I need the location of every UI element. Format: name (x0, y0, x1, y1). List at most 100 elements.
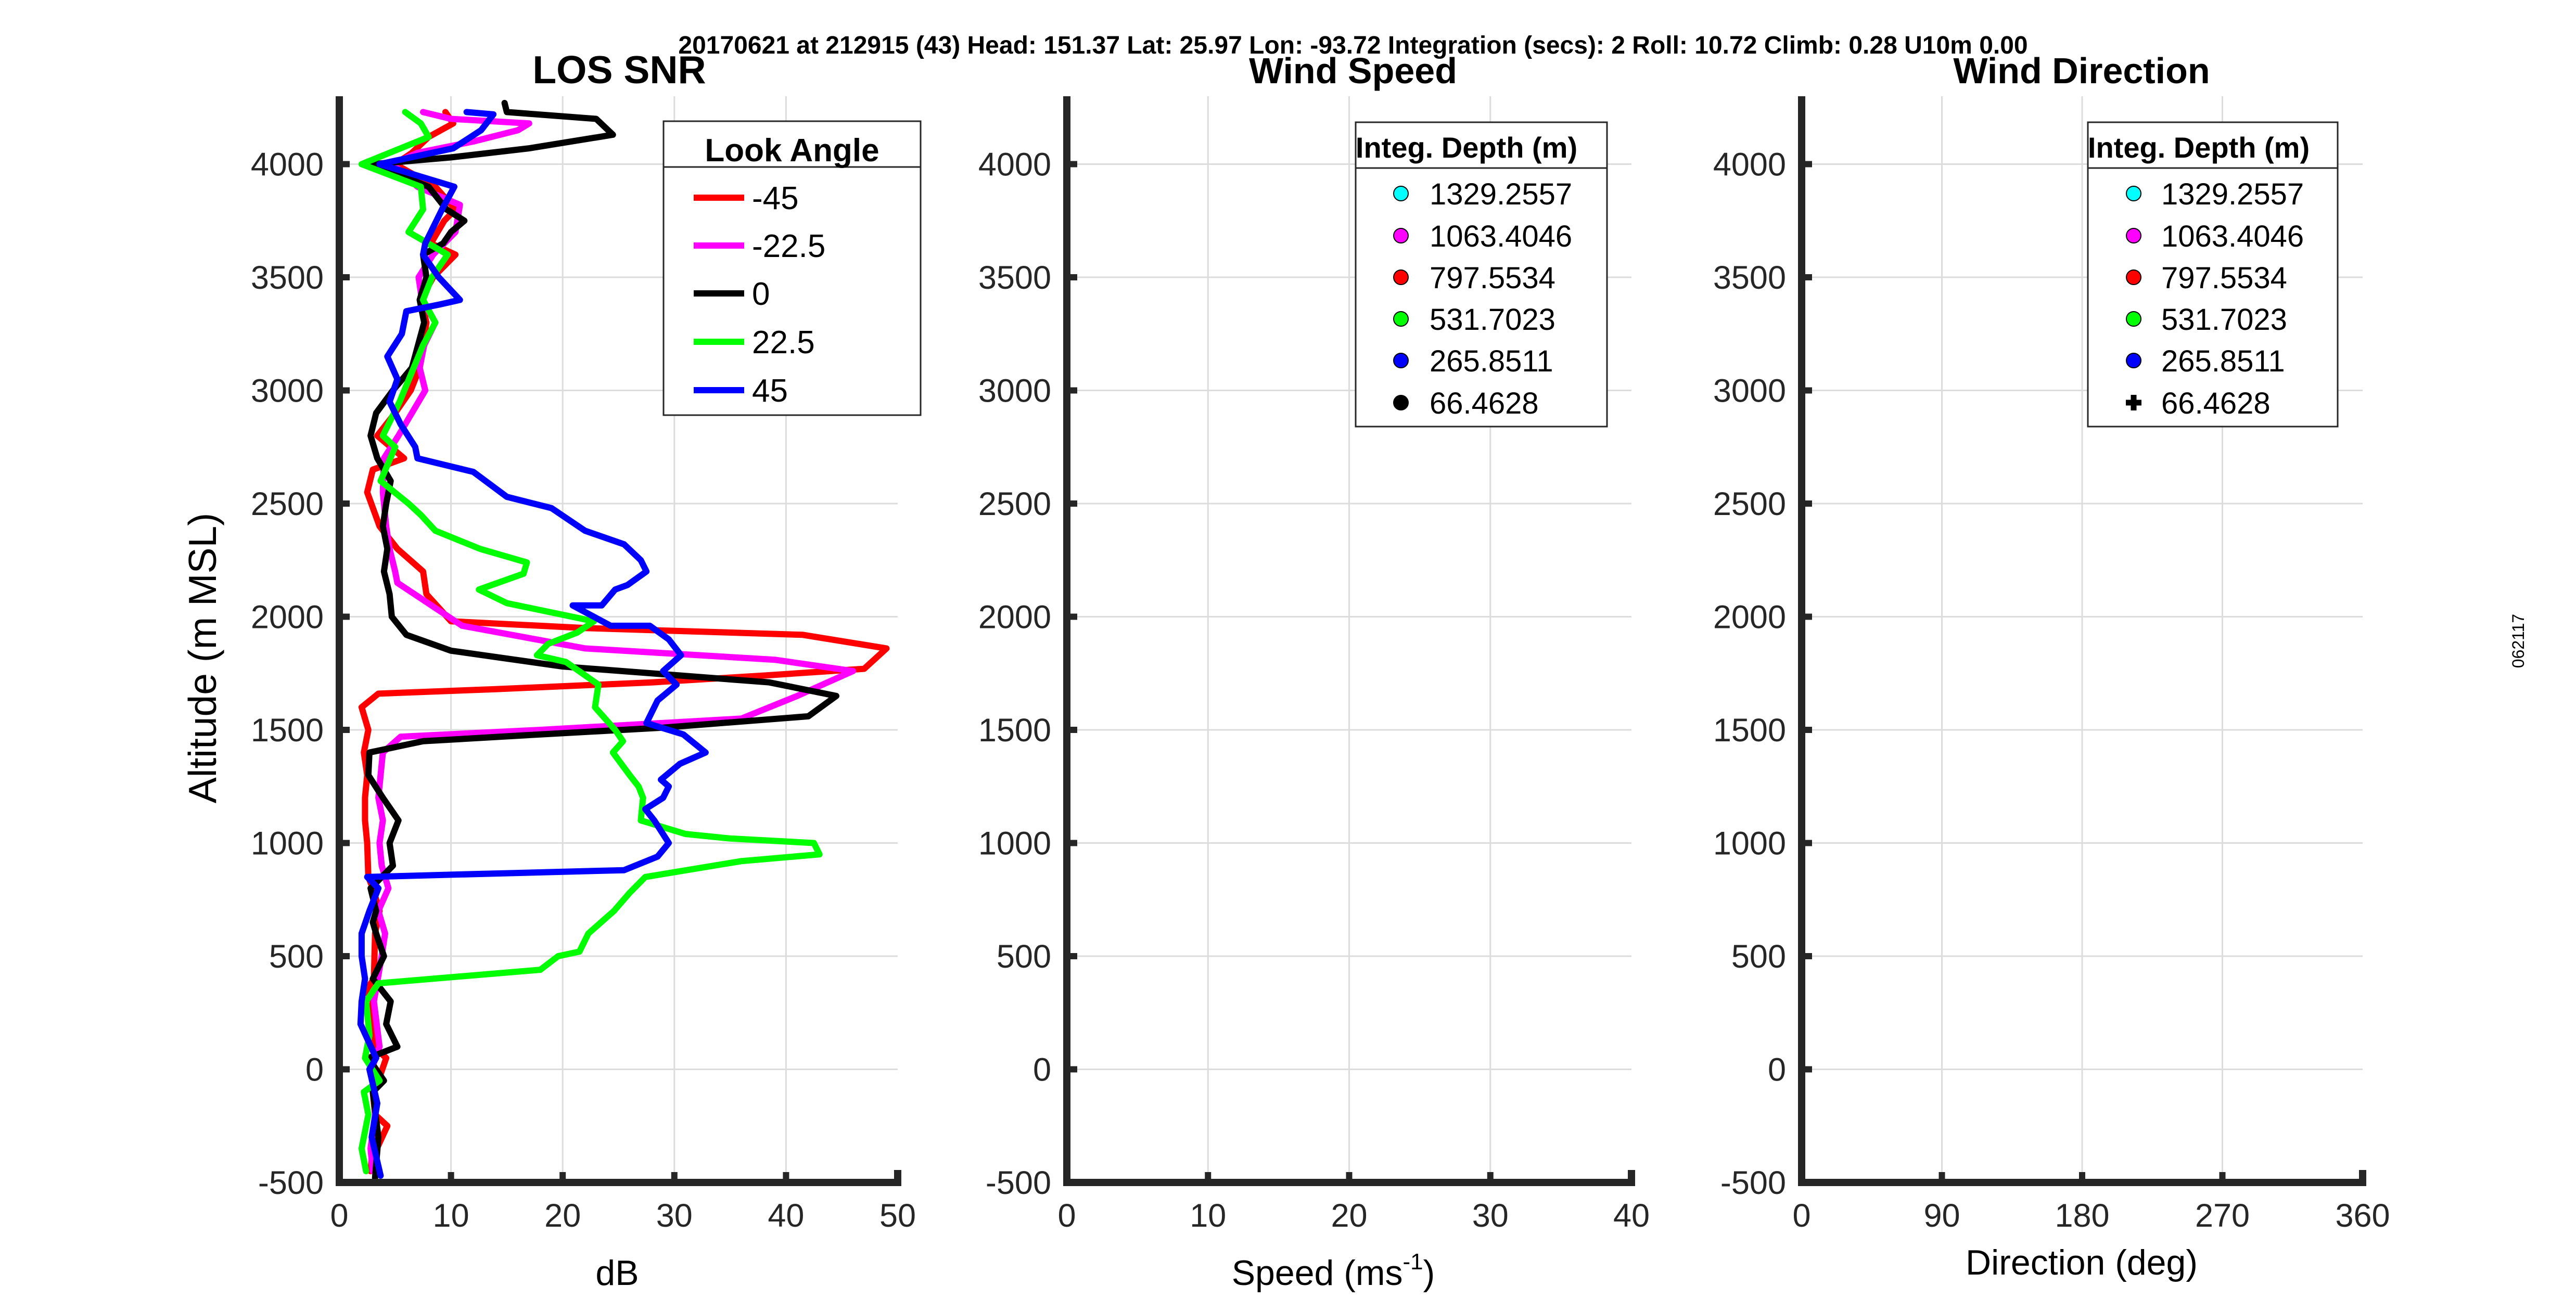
los-snr-series-line (357, 109, 709, 1179)
los-snr-ytick-label: 4000 (251, 147, 324, 183)
wind-direction-legend-marker (2126, 186, 2141, 201)
wind-speed-xtick-label: 40 (1613, 1198, 1650, 1234)
wind-speed-legend-label: 797.5534 (1430, 261, 1555, 295)
side-label: 062117 (2509, 614, 2528, 668)
wind-direction-legend-marker (2126, 311, 2141, 327)
los-snr-legend-label: 22.5 (752, 325, 815, 361)
wind-direction-ytick-label: 1500 (1713, 712, 1786, 749)
los-snr-legend-label: -22.5 (752, 228, 825, 264)
wind-direction-legend: 1329.2557 1063.4046 797.5534 531.7023 265.85… (2087, 121, 2339, 428)
wind-direction-legend-title: Integ. Depth (m) (2088, 131, 2310, 164)
los-snr-legend-label: 45 (752, 373, 788, 409)
wind-speed-legend: 1329.2557 1063.4046 797.5534 531.7023 265.85… (1355, 121, 1608, 428)
wind-speed-ytick-label: 3000 (978, 373, 1051, 409)
wind-speed-xlabel-tail: ) (1423, 1253, 1435, 1293)
los-snr-panel: LOS SNR dB Altitude (m MSL) -50005001000… (181, 48, 922, 1293)
wind-direction-xtick-label: 90 (1923, 1198, 1960, 1234)
los-snr-legend-label: -45 (752, 181, 799, 216)
los-snr-ytick-label: 1500 (251, 712, 324, 749)
los-snr-ytick-label: 500 (269, 938, 324, 975)
wind-speed-ytick-label: 2000 (978, 599, 1051, 636)
wind-direction-xtick-label: 180 (2055, 1198, 2109, 1234)
wind-speed-ytick-label: -500 (986, 1165, 1051, 1201)
wind-speed-legend-label: 1063.4046 (1430, 220, 1572, 253)
los-snr-series-line (365, 100, 839, 1181)
wind-direction-ytick-label: 2000 (1713, 599, 1786, 636)
wind-speed-legend-label: 66.4628 (1430, 387, 1539, 420)
wind-direction-ytick-label: 2500 (1713, 486, 1786, 522)
wind-direction-legend-marker (2126, 353, 2141, 368)
los-snr-xtick-label: 0 (330, 1198, 348, 1234)
wind-speed-ytick-label: 3500 (978, 260, 1051, 296)
wind-direction-legend-marker (2126, 269, 2141, 285)
los-snr-legend-label: 0 (752, 276, 770, 312)
wind-direction-legend-label: 797.5534 (2161, 261, 2287, 295)
wind-direction-panel: Wind Direction Direction (deg) -50005001… (1713, 50, 2390, 1282)
wind-speed-panel: Wind Speed Speed (ms-1) -500050010001500… (978, 50, 1650, 1293)
wind-speed-xtick-label: 30 (1472, 1198, 1509, 1234)
wind-direction-ytick-label: 500 (1731, 938, 1786, 975)
wind-speed-xtick-label: 20 (1331, 1198, 1367, 1234)
wind-speed-legend-marker (1393, 186, 1409, 201)
wind-direction-ytick-label: 0 (1768, 1052, 1786, 1088)
wind-direction-legend-label: 265.8511 (2161, 344, 2285, 378)
los-snr-series-group (357, 100, 890, 1181)
wind-direction-ytick-label: -500 (1720, 1165, 1786, 1201)
wind-direction-legend-label: 66.4628 (2161, 387, 2271, 420)
wind-direction-ytick-label: 3500 (1713, 260, 1786, 296)
los-snr-ylabel: Altitude (m MSL) (181, 513, 224, 803)
los-snr-ytick-label: 0 (305, 1052, 324, 1088)
los-snr-legend-box (662, 120, 922, 416)
los-snr-xtick-label: 40 (768, 1198, 804, 1234)
wind-speed-xlabel-sup: -1 (1403, 1249, 1423, 1275)
wind-speed-ytick-label: 2500 (978, 486, 1051, 522)
figure-header: 20170621 at 212915 (43) Head: 151.37 Lat… (678, 32, 2027, 59)
los-snr-title: LOS SNR (532, 48, 706, 92)
los-snr-ytick-label: 3500 (251, 260, 324, 296)
wind-speed-legend-marker (1393, 228, 1409, 243)
wind-speed-legend-marker (1393, 395, 1409, 410)
los-snr-xlabel: dB (595, 1253, 639, 1293)
wind-speed-ytick-label: 0 (1033, 1052, 1051, 1088)
los-snr-xtick-label: 20 (544, 1198, 581, 1234)
los-snr-xtick-label: 30 (656, 1198, 693, 1234)
wind-speed-legend-label: 531.7023 (1430, 303, 1555, 337)
los-snr-ytick-label: -500 (258, 1165, 324, 1201)
wind-direction-legend-label: 1063.4046 (2161, 220, 2304, 253)
wind-direction-xtick-label: 0 (1792, 1198, 1810, 1234)
los-snr-ytick-label: 2500 (251, 486, 324, 522)
wind-direction-ytick-label: 4000 (1713, 147, 1786, 183)
wind-direction-xtick-label: 360 (2335, 1198, 2390, 1234)
wind-direction-ytick-label: 1000 (1713, 826, 1786, 862)
wind-speed-legend-marker (1393, 269, 1409, 285)
wind-speed-legend-marker (1393, 311, 1409, 327)
wind-speed-ytick-label: 1500 (978, 712, 1051, 749)
wind-speed-ytick-label: 4000 (978, 147, 1051, 183)
los-snr-series-line (358, 109, 823, 1175)
wind-direction-xlabel: Direction (deg) (1966, 1243, 2198, 1282)
wind-speed-ytick-label: 500 (997, 938, 1051, 975)
wind-direction-legend-marker (2126, 228, 2141, 243)
los-snr-legend: -45 -22.5 0 22.5 45 (662, 120, 922, 416)
wind-speed-xlabel-main: Speed (ms (1232, 1253, 1403, 1293)
wind-direction-legend-label: 531.7023 (2161, 303, 2287, 337)
wind-speed-ytick-label: 1000 (978, 826, 1051, 862)
wind-direction-title: Wind Direction (1953, 50, 2210, 91)
wind-speed-legend-marker (1393, 353, 1409, 368)
los-snr-ytick-label: 1000 (251, 826, 324, 862)
wind-speed-legend-title: Integ. Depth (m) (1356, 131, 1577, 164)
wind-direction-xtick-label: 270 (2195, 1198, 2250, 1234)
wind-direction-legend-marker (2126, 395, 2141, 410)
wind-speed-xtick-label: 0 (1057, 1198, 1076, 1234)
los-snr-legend-title: Look Angle (705, 133, 879, 169)
wind-speed-xlabel: Speed (ms-1) (1232, 1249, 1435, 1293)
los-snr-ytick-label: 3000 (251, 373, 324, 409)
wind-speed-legend-label: 1329.2557 (1430, 177, 1572, 211)
los-snr-series-line (367, 109, 857, 1175)
los-snr-xtick-label: 50 (879, 1198, 916, 1234)
wind-speed-xtick-label: 10 (1190, 1198, 1226, 1234)
wind-direction-ytick-label: 3000 (1713, 373, 1786, 409)
los-snr-xtick-label: 10 (433, 1198, 469, 1234)
wind-speed-title: Wind Speed (1249, 50, 1457, 91)
